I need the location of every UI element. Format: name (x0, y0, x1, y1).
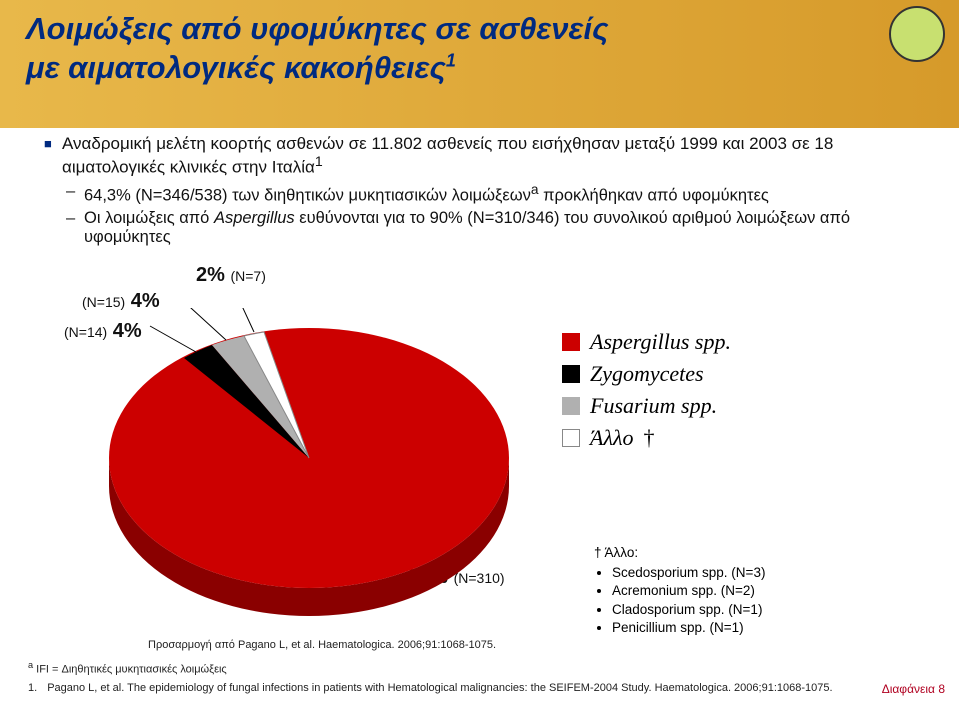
bullet-lvl2a-suffix: προκλήθηκαν από υφομύκητες (539, 186, 769, 204)
other-item-0: Scedosporium spp. (N=3) (612, 564, 765, 582)
title-line-1: Λοιμώξεις από υφομύκητες σε ασθενείς (26, 11, 608, 46)
bullet-lvl2a: 64,3% (N=346/538) των διηθητικών μυκητια… (44, 182, 919, 206)
footnote-adapted: Προσαρμογή από Pagano L, et al. Haematol… (148, 638, 939, 653)
corner-badge-icon (889, 6, 945, 62)
legend-item-aspergillus: Aspergillus spp. (562, 326, 731, 358)
footnote-ifi: a IFI = Διηθητικές μυκητιασικές λοιμώξει… (28, 659, 939, 678)
other-item-2: Cladosporium spp. (N=1) (612, 601, 765, 619)
bullet-lvl2b-italic: Aspergillus (214, 209, 295, 227)
title-line-2: με αιματολογικές κακοήθειες (26, 50, 446, 85)
other-list: Scedosporium spp. (N=3) Acremonium spp. … (594, 564, 765, 637)
legend-item-zygo: Zygomycetes (562, 358, 731, 390)
swatch-fusarium (562, 397, 580, 415)
legend-suffix-allo: † (644, 422, 655, 454)
bullet-lvl1-text: Αναδρομική μελέτη κοορτής ασθενών σε 11.… (62, 134, 833, 177)
footnote-ifi-text: IFI = Διηθητικές μυκητιασικές λοιμώξεις (33, 663, 227, 675)
page-title: Λοιμώξεις από υφομύκητες σε ασθενείς με … (26, 10, 608, 88)
other-details-box: † Άλλο: Scedosporium spp. (N=3) Acremoni… (594, 544, 765, 637)
legend-text-aspergillus: Aspergillus spp. (590, 326, 731, 358)
slice-label-allo: 2% (N=7) (196, 264, 266, 287)
legend-text-fusarium: Fusarium spp. (590, 390, 717, 422)
other-item-1: Acremonium spp. (N=2) (612, 582, 765, 600)
legend-text-zygo: Zygomycetes (590, 358, 704, 390)
leader-allo (242, 308, 254, 332)
swatch-zygo (562, 365, 580, 383)
swatch-allo (562, 429, 580, 447)
bullet-lvl2a-sup: a (531, 182, 539, 197)
chart-area: 2% (N=7) (N=15) 4% (N=14) 4% 90% (N=310) (64, 268, 884, 648)
bullet-lvl2b-prefix: Οι λοιμώξεις από (84, 209, 214, 227)
bullet-lvl1: Αναδρομική μελέτη κοορτής ασθενών σε 11.… (44, 134, 919, 178)
slice-allo-pct: 2% (196, 264, 225, 286)
slice-allo-n: (N=7) (230, 268, 265, 284)
pie-chart (94, 308, 524, 618)
legend-item-fusarium: Fusarium spp. (562, 390, 731, 422)
legend-text-allo: Άλλο (590, 422, 634, 454)
bullet-block: Αναδρομική μελέτη κοορτής ασθενών σε 11.… (44, 134, 919, 247)
title-sup: 1 (446, 50, 456, 70)
slide-number: Διαφάνεια 8 (882, 682, 945, 696)
bullet-lvl2b: Οι λοιμώξεις από Aspergillus ευθύνονται … (44, 209, 919, 247)
other-heading: † Άλλο: (594, 544, 765, 562)
bullet-lvl2a-prefix: 64,3% (N=346/538) των διηθητικών μυκητια… (84, 186, 531, 204)
other-item-3: Penicillium spp. (N=1) (612, 619, 765, 637)
footnote-ref: 1. Pagano L, et al. The epidemiology of … (28, 681, 939, 696)
footnotes: Προσαρμογή από Pagano L, et al. Haematol… (28, 638, 939, 696)
bullet-lvl1-sup: 1 (315, 154, 323, 170)
swatch-aspergillus (562, 333, 580, 351)
leader-fusarium (180, 308, 226, 340)
legend: Aspergillus spp. Zygomycetes Fusarium sp… (562, 326, 731, 454)
legend-item-allo: Άλλο † (562, 422, 731, 454)
leader-zygo (150, 326, 196, 352)
footnote-ref-text: Pagano L, et al. The epidemiology of fun… (47, 681, 832, 696)
pie-svg (94, 308, 524, 618)
footnote-adapted-text: Προσαρμογή από Pagano L, et al. Haematol… (148, 639, 496, 651)
footnote-ref-num: 1. (28, 681, 37, 696)
